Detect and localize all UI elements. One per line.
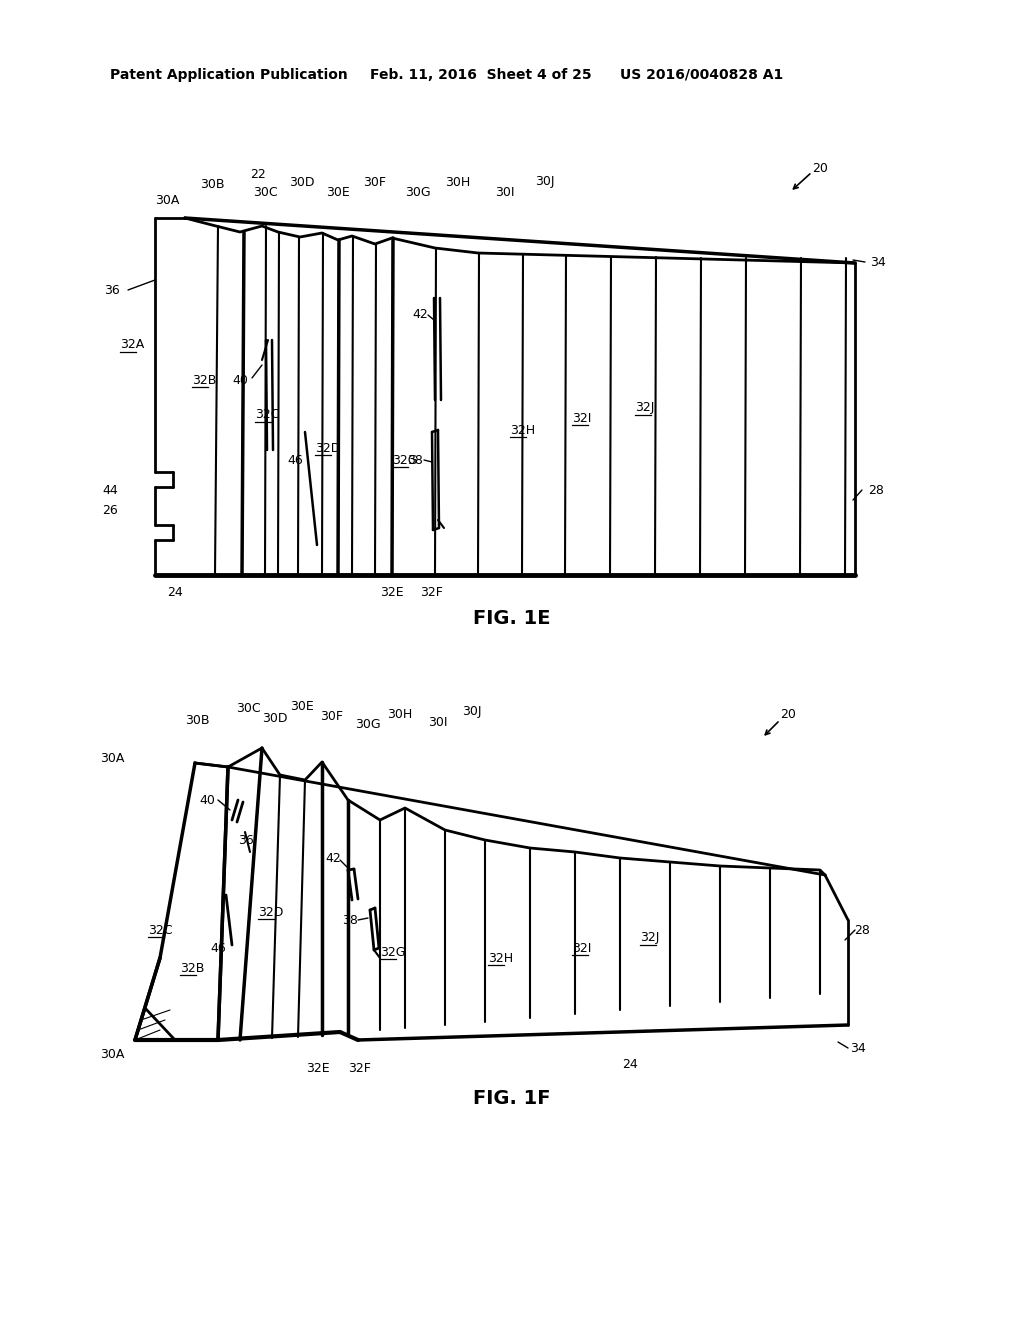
Text: FIG. 1E: FIG. 1E bbox=[473, 609, 551, 627]
Text: Feb. 11, 2016  Sheet 4 of 25: Feb. 11, 2016 Sheet 4 of 25 bbox=[370, 69, 592, 82]
Text: 32C: 32C bbox=[148, 924, 172, 936]
Text: 30H: 30H bbox=[387, 708, 413, 721]
Text: 36: 36 bbox=[104, 284, 120, 297]
Text: 32A: 32A bbox=[120, 338, 144, 351]
Text: 46: 46 bbox=[287, 454, 303, 466]
Text: 30H: 30H bbox=[445, 177, 471, 190]
Text: 24: 24 bbox=[623, 1059, 638, 1072]
Text: 24: 24 bbox=[167, 586, 183, 598]
Text: 32I: 32I bbox=[572, 941, 592, 954]
Text: 38: 38 bbox=[408, 454, 423, 466]
Text: 32I: 32I bbox=[572, 412, 592, 425]
Text: 30E: 30E bbox=[326, 186, 350, 199]
Text: 46: 46 bbox=[210, 941, 226, 954]
Text: 30E: 30E bbox=[290, 700, 314, 713]
Text: FIG. 1F: FIG. 1F bbox=[473, 1089, 551, 1107]
Text: 32C: 32C bbox=[255, 408, 280, 421]
Text: 32B: 32B bbox=[180, 961, 205, 974]
Text: 32E: 32E bbox=[380, 586, 403, 598]
Text: 42: 42 bbox=[326, 851, 341, 865]
Text: 26: 26 bbox=[102, 503, 118, 516]
Text: 22: 22 bbox=[250, 169, 266, 181]
Text: 30F: 30F bbox=[364, 177, 386, 190]
Text: 32F: 32F bbox=[348, 1061, 372, 1074]
Text: 44: 44 bbox=[102, 483, 118, 496]
Text: 30G: 30G bbox=[355, 718, 381, 730]
Text: 34: 34 bbox=[870, 256, 886, 268]
Text: 40: 40 bbox=[199, 793, 215, 807]
Text: 30F: 30F bbox=[321, 710, 343, 722]
Text: US 2016/0040828 A1: US 2016/0040828 A1 bbox=[620, 69, 783, 82]
Text: 32G: 32G bbox=[392, 454, 418, 466]
Text: 30A: 30A bbox=[155, 194, 179, 206]
Text: 28: 28 bbox=[854, 924, 870, 936]
Text: 38: 38 bbox=[342, 913, 358, 927]
Text: 20: 20 bbox=[812, 161, 828, 174]
Text: 30A: 30A bbox=[99, 751, 124, 764]
Text: 28: 28 bbox=[868, 483, 884, 496]
Text: 30I: 30I bbox=[428, 715, 447, 729]
Text: 32D: 32D bbox=[315, 441, 340, 454]
Text: 32H: 32H bbox=[488, 952, 513, 965]
Text: 30A: 30A bbox=[99, 1048, 124, 1061]
Text: 30D: 30D bbox=[262, 711, 288, 725]
Text: 30C: 30C bbox=[253, 186, 278, 198]
Text: 32J: 32J bbox=[635, 401, 654, 414]
Text: 30B: 30B bbox=[185, 714, 210, 726]
Text: 42: 42 bbox=[412, 309, 428, 322]
Text: 32H: 32H bbox=[510, 424, 536, 437]
Text: 32J: 32J bbox=[640, 932, 659, 945]
Text: 30J: 30J bbox=[462, 705, 481, 718]
Text: 30J: 30J bbox=[536, 176, 555, 189]
Text: 30D: 30D bbox=[289, 177, 314, 190]
Text: 40: 40 bbox=[232, 374, 248, 387]
Text: 32G: 32G bbox=[380, 945, 406, 958]
Text: 30I: 30I bbox=[496, 186, 515, 198]
Text: 30C: 30C bbox=[236, 701, 260, 714]
Text: 36: 36 bbox=[238, 833, 254, 846]
Text: 32F: 32F bbox=[421, 586, 443, 598]
Text: 32D: 32D bbox=[258, 906, 284, 919]
Text: 30B: 30B bbox=[200, 178, 224, 191]
Text: 32E: 32E bbox=[306, 1061, 330, 1074]
Text: 30G: 30G bbox=[406, 186, 431, 198]
Text: Patent Application Publication: Patent Application Publication bbox=[110, 69, 348, 82]
Text: 34: 34 bbox=[850, 1041, 866, 1055]
Text: 32B: 32B bbox=[193, 374, 216, 387]
Text: 20: 20 bbox=[780, 709, 796, 722]
